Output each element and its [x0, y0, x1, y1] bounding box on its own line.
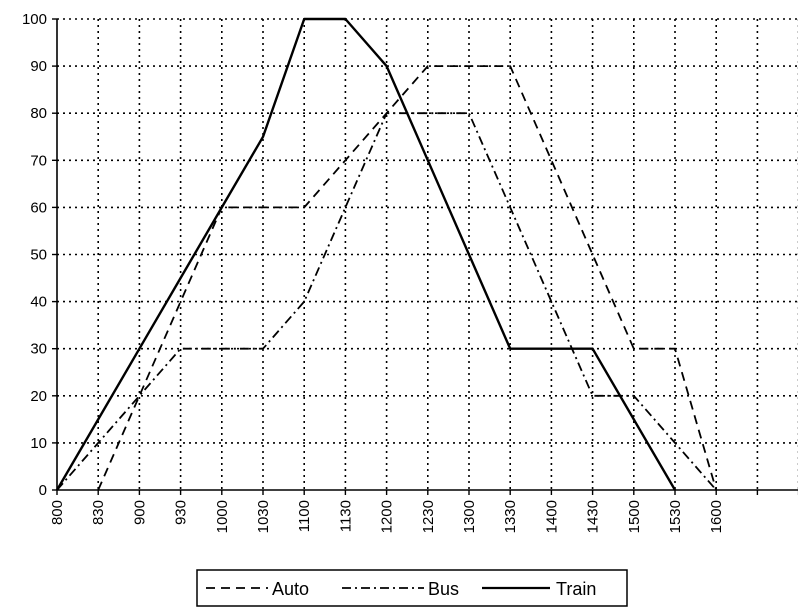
y-tick-label: 20 — [30, 388, 47, 405]
y-tick-label: 50 — [30, 247, 47, 264]
y-tick-label: 10 — [30, 435, 47, 452]
x-tick-label: 1100 — [296, 500, 313, 532]
x-tick-label: 1200 — [379, 500, 396, 533]
x-tick-label: 1030 — [255, 500, 272, 533]
x-tick-label: 1130 — [337, 500, 354, 532]
x-tick-label: 1530 — [667, 500, 684, 533]
grid-lines — [57, 18, 798, 490]
legend-label-train: Train — [556, 579, 596, 599]
y-tick-label: 40 — [30, 294, 47, 311]
x-tick-label: 1400 — [543, 500, 560, 533]
y-tick-label: 60 — [30, 199, 47, 216]
x-tick-label: 830 — [90, 500, 107, 525]
y-tick-label: 80 — [30, 105, 47, 122]
x-tick-label: 1300 — [461, 500, 478, 533]
y-tick-label: 100 — [22, 11, 47, 28]
x-tick-label: 800 — [49, 500, 66, 525]
series-line-train — [55, 17, 677, 491]
legend-label-auto: Auto — [272, 579, 309, 599]
x-tick-label: 930 — [173, 500, 190, 525]
y-tick-label: 90 — [30, 58, 47, 75]
x-tick-label: 1230 — [420, 500, 437, 533]
y-tick-label: 30 — [30, 341, 47, 358]
x-tick-label: 1430 — [585, 500, 602, 533]
legend-label-bus: Bus — [428, 579, 459, 599]
y-tick-labels: 0 10 20 30 40 50 60 70 80 90 100 — [22, 11, 47, 499]
y-tick-label: 0 — [39, 482, 47, 499]
x-tick-label: 900 — [131, 500, 148, 525]
series-lines — [55, 17, 718, 491]
x-tick-label: 1500 — [626, 500, 643, 533]
y-tick-label: 70 — [30, 152, 47, 169]
axes — [52, 18, 798, 495]
series-line-auto — [97, 65, 718, 491]
series-line-bus — [56, 112, 717, 491]
x-tick-label: 1000 — [214, 500, 231, 533]
x-tick-label: 1330 — [502, 500, 519, 533]
x-tick-label: 1600 — [708, 500, 725, 533]
legend: Auto Bus Train — [196, 569, 628, 607]
x-tick-labels: 800 830 900 930 1000 1030 1100 1130 1200 1230 1300… — [49, 500, 725, 533]
